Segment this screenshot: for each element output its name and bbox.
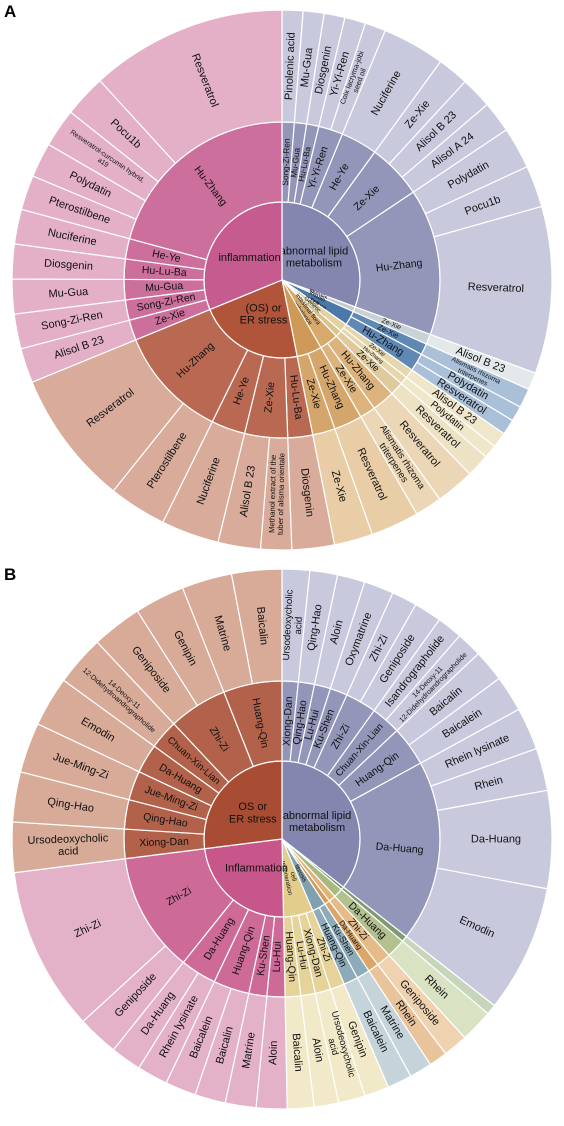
category-label-abnormal-lipid-metabolism: abnormal lipid metabolism [280,246,348,270]
panel-b: B Ursodeoxycholicacid Xiong-Dan Qing-Hao Qi… [0,563,564,1126]
compound-segment-baicalin [230,568,283,685]
herb-label-xiong-dan: Xiong-Dan [281,696,296,746]
herb-label-hu-zhang: Hu-Zhang [375,257,423,274]
herb-label-xiong-dan: Xiong-Dan [139,836,189,850]
panel-a: A Pinolenic acid Song-Zi-Ren Mu-Gua Mu-Gua D… [4,2,553,551]
panel-a-letter: A [4,2,17,21]
herb-label-huang-qin: Huang-Qin [283,931,299,983]
herb-label-song-zi-ren: Song-Zi-Ren [280,138,292,186]
herb-label-da-huang: Da-Huang [375,841,424,857]
compound-label-da-huang: Da-Huang [471,833,521,845]
herb-label-mu-gua: Mu-Gua [288,147,301,178]
compound-label-baicalin: Baicalin [290,1033,305,1072]
compound-label-mu-gua: Mu-Gua [299,46,316,88]
herb-label-mu-gua: Mu-Gua [145,280,184,294]
herb-label-he-ye: He-Ye [151,248,182,266]
category-label-os-or-er-stress: OS or ER stress [229,801,277,825]
herb-label-ze-xie: Ze-Xie [262,381,277,413]
sunburst-chart-a: Pinolenic acidSong-Zi-RenMu-GuaMu-GuaDio… [11,9,553,551]
compound-label-mu-gua: Mu-Gua [48,286,89,300]
compound-label-ursodeoxycholic-acid: Ursodeoxycholicacid [281,589,306,661]
compound-label-aloin: Aloin [267,1040,280,1065]
category-label-inflammation: inflammation [218,252,280,264]
category-label-inflammation: Inflammation [225,862,288,874]
panel-b-letter: B [4,565,17,584]
category-label-os-or-er-stress: (OS) or ER stress [240,302,288,326]
compound-label-diosgenin: Diosgenin [44,257,94,272]
compound-label-baicalin: Baicalin [254,606,270,645]
herb-label-hu-lu-ba: Hu-Lu-Ba [287,374,304,420]
herb-label-hu-lu-ba: Hu-Lu-Ba [141,264,187,279]
compound-label-matrine: Matrine [240,1031,257,1069]
compound-label-resveratrol: Resveratrol [468,281,525,295]
category-label-abnormal-lipid-metabolism: abnormal lipid metabolism [283,810,351,834]
compound-label-aloin: Aloin [309,1037,325,1063]
sunburst-chart-b: UrsodeoxycholicacidXiong-DanQing-HaoQing… [11,568,553,1110]
compound-label-methanol-extract-of-the-tuber-of-alisma-orientale: Methanol extract of thetuber of alisma o… [267,453,286,535]
compound-label-pinolenic-acid: Pinolenic acid [283,32,298,100]
compound-label-ursodeoxycholic-acid: Ursodeoxycholicacid [27,832,109,859]
herb-label-lu-hui: Lu-Hui [271,941,284,972]
compound-label-diosgenin: Diosgenin [298,468,316,518]
compound-segment-resveratrol [99,9,283,165]
